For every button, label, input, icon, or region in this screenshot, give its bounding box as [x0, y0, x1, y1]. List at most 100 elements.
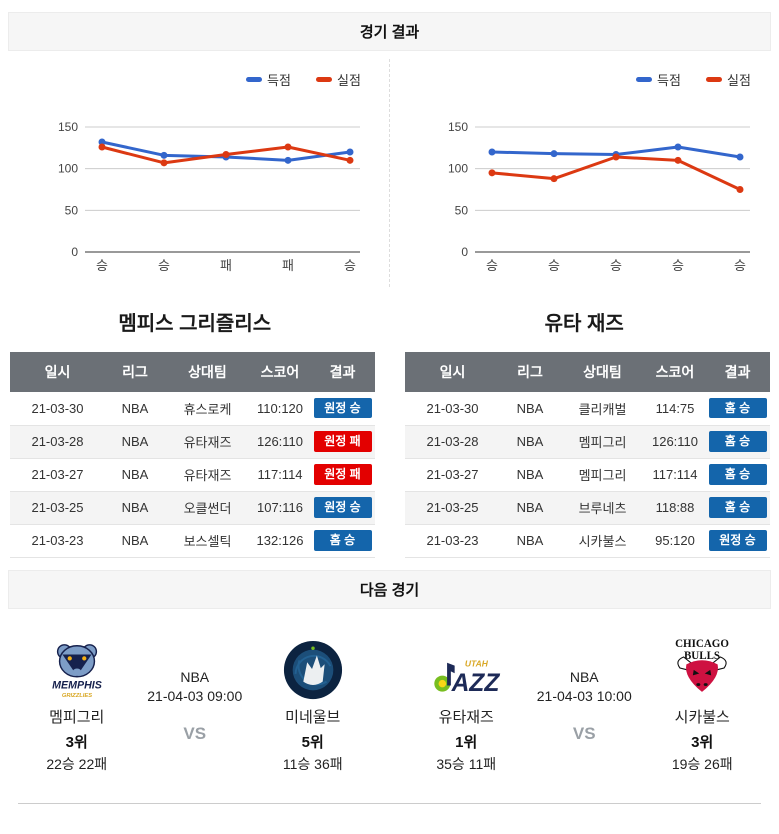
vs-label: VS	[136, 724, 254, 744]
next-games-section: MEMPHIS GRIZZLIES 멤피그리 3위 22승 22패 NBA 21…	[0, 617, 779, 781]
result-cell: 원정 승	[310, 392, 375, 425]
column-header: 스코어	[645, 352, 705, 392]
chicago-bulls-logo: CHICAGO BULLS	[668, 635, 736, 701]
score-cell: 95:120	[645, 524, 705, 557]
svg-text:승: 승	[344, 258, 356, 273]
result-cell: 원정 승	[310, 491, 375, 524]
svg-text:승: 승	[486, 258, 498, 273]
away-team-name: 시카불스	[643, 706, 761, 727]
away-team-block: 미네울브 5위 11승 36패	[254, 633, 372, 774]
result-cell: 홈 승	[310, 524, 375, 557]
utah-title: 유타 재즈	[390, 307, 779, 336]
svg-text:50: 50	[65, 203, 79, 217]
svg-text:0: 0	[71, 245, 78, 259]
date-cell: 21-03-30	[405, 392, 500, 425]
score-cell: 117:114	[645, 458, 705, 491]
team-titles: 멤피스 그리즐리스 유타 재즈	[0, 307, 779, 336]
bottom-divider	[18, 803, 761, 804]
result-badge: 원정 패	[314, 431, 372, 451]
league-cell: NBA	[105, 491, 165, 524]
vs-label: VS	[525, 724, 643, 744]
home-team-name: 멤피그리	[18, 706, 136, 727]
home-team-block: UTAH AZZ 유타재즈 1위 35승 11패	[407, 633, 525, 774]
opponent-cell: 휴스로케	[165, 392, 250, 425]
column-header: 리그	[105, 352, 165, 392]
date-cell: 21-03-28	[10, 425, 105, 458]
opponent-cell: 멤피그리	[560, 425, 645, 458]
league-cell: NBA	[500, 425, 560, 458]
home-team-block: MEMPHIS GRIZZLIES 멤피그리 3위 22승 22패	[18, 633, 136, 774]
column-header: 상대팀	[560, 352, 645, 392]
matchup-center: NBA 21-04-03 10:00 VS	[525, 633, 643, 744]
svg-text:150: 150	[448, 120, 468, 134]
svg-text:실점: 실점	[337, 73, 361, 88]
result-cell: 홈 승	[705, 392, 770, 425]
opponent-cell: 보스셀틱	[165, 524, 250, 557]
datetime-label: 21-04-03 09:00	[136, 688, 254, 704]
result-badge: 홈 승	[709, 497, 767, 517]
utah-jazz-logo: UTAH AZZ	[431, 653, 501, 701]
datetime-label: 21-04-03 10:00	[525, 688, 643, 704]
column-header: 리그	[500, 352, 560, 392]
opponent-cell: 시카불스	[560, 524, 645, 557]
svg-text:패: 패	[282, 258, 294, 273]
result-badge: 홈 승	[709, 431, 767, 451]
league-cell: NBA	[105, 425, 165, 458]
score-cell: 114:75	[645, 392, 705, 425]
result-cell: 홈 승	[705, 458, 770, 491]
matchup-utah-chicago: UTAH AZZ 유타재즈 1위 35승 11패 NBA 21-04-03 10…	[390, 617, 779, 781]
away-team-rank: 3위	[643, 731, 761, 752]
away-team-block: CHICAGO BULLS 시카불스 3위 19승 26패	[643, 633, 761, 774]
score-cell: 132:126	[250, 524, 310, 557]
home-team-name: 유타재즈	[407, 706, 525, 727]
column-header: 일시	[405, 352, 500, 392]
svg-text:승: 승	[548, 258, 560, 273]
date-cell: 21-03-25	[405, 491, 500, 524]
svg-text:100: 100	[448, 162, 468, 176]
home-team-record: 35승 11패	[407, 754, 525, 774]
svg-text:승: 승	[610, 258, 622, 273]
svg-text:CHICAGO: CHICAGO	[675, 637, 729, 649]
memphis-grizzlies-logo: MEMPHIS GRIZZLIES	[46, 639, 108, 701]
matchup-center: NBA 21-04-03 09:00 VS	[136, 633, 254, 744]
away-team-rank: 5위	[254, 731, 372, 752]
svg-text:MEMPHIS: MEMPHIS	[52, 679, 102, 691]
result-cell: 원정 패	[310, 458, 375, 491]
column-header: 결과	[705, 352, 770, 392]
result-badge: 원정 승	[314, 497, 372, 517]
league-label: NBA	[525, 669, 643, 685]
svg-text:150: 150	[58, 120, 78, 134]
result-badge: 홈 승	[709, 398, 767, 418]
away-team-record: 19승 26패	[643, 754, 761, 774]
column-header: 상대팀	[165, 352, 250, 392]
memphis-title: 멤피스 그리즐리스	[0, 307, 390, 336]
next-games-header: 다음 경기	[8, 570, 771, 609]
league-label: NBA	[136, 669, 254, 685]
score-cell: 118:88	[645, 491, 705, 524]
column-header: 스코어	[250, 352, 310, 392]
svg-text:0: 0	[461, 245, 468, 259]
date-cell: 21-03-28	[405, 425, 500, 458]
minnesota-timberwolves-logo	[282, 639, 344, 701]
opponent-cell: 멤피그리	[560, 458, 645, 491]
league-cell: NBA	[105, 524, 165, 557]
date-cell: 21-03-25	[10, 491, 105, 524]
date-cell: 21-03-30	[10, 392, 105, 425]
